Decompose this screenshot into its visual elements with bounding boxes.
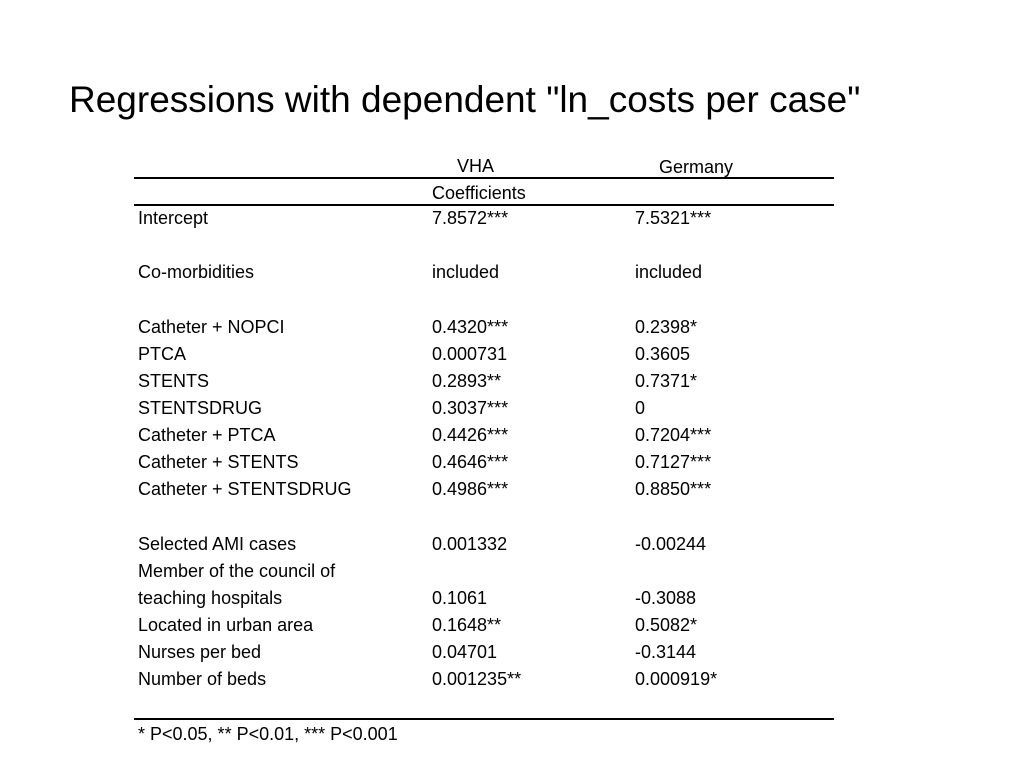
column-header-germany: Germany — [659, 157, 734, 177]
vha-coefficient: 0.2893** — [432, 370, 502, 391]
germany-coefficient: -0.3088 — [635, 587, 697, 608]
vha-coefficient: 0.4426*** — [432, 425, 509, 446]
row-label: Catheter + NOPCI — [138, 316, 285, 337]
germany-coefficient: 0.7204*** — [635, 425, 712, 446]
row-label: Intercept — [138, 208, 209, 228]
germany-coefficient: -0.3144 — [635, 642, 697, 663]
vha-coefficient: 0.3037*** — [432, 397, 509, 418]
vha-coefficient: included — [432, 262, 500, 283]
vha-coefficient: 0.4320*** — [432, 316, 509, 337]
table-row: Located in urban area 0.1648** 0.5082* — [138, 612, 834, 639]
row-label: Located in urban area — [138, 615, 314, 636]
germany-coefficient: included — [635, 262, 703, 283]
germany-coefficient: 0.000919* — [635, 669, 718, 690]
table-row: Intercept 7.8572*** 7.5321*** — [138, 205, 834, 232]
header-rule — [134, 204, 834, 206]
bottom-rule — [134, 718, 834, 720]
vha-coefficient: 7.8572*** — [432, 208, 509, 228]
row-label: Catheter + STENTSDRUG — [138, 479, 352, 500]
significance-footnote: * P<0.05, ** P<0.01, *** P<0.001 — [138, 724, 398, 744]
germany-coefficient: 0.7371* — [635, 370, 698, 391]
top-rule — [134, 177, 834, 179]
table-row: Catheter + STENTSDRUG 0.4986*** 0.8850*** — [138, 476, 834, 503]
table-row: PTCA 0.000731 0.3605 — [138, 341, 834, 368]
table-row: Nurses per bed 0.04701 -0.3144 — [138, 639, 834, 666]
row-label: Selected AMI cases — [138, 533, 297, 554]
column-header-vha: VHA — [457, 156, 495, 176]
row-label: STENTS — [138, 370, 210, 391]
coefficients-subheader: Coefficients — [432, 183, 526, 203]
table-row: Selected AMI cases 0.001332 -0.00244 — [138, 531, 834, 558]
row-label: teaching hospitals — [138, 587, 283, 608]
table-row: teaching hospitals 0.1061 -0.3088 — [138, 585, 834, 612]
vha-coefficient: 0.000731 — [432, 343, 508, 364]
slide-title: Regressions with dependent "ln_costs per… — [69, 79, 861, 120]
vha-coefficient: 0.4646*** — [432, 452, 509, 473]
vha-coefficient: 0.1061 — [432, 587, 488, 608]
table-row: Member of the council of — [138, 558, 834, 585]
row-label: STENTSDRUG — [138, 397, 263, 418]
table-row: STENTSDRUG 0.3037*** 0 — [138, 395, 834, 422]
row-label: Catheter + PTCA — [138, 425, 276, 446]
table-spacer-row — [138, 286, 834, 313]
germany-coefficient: 0 — [635, 397, 646, 418]
table-row: Co-morbidities included included — [138, 259, 834, 286]
vha-coefficient: 0.001235** — [432, 669, 522, 690]
row-label: Nurses per bed — [138, 642, 262, 663]
row-label: Number of beds — [138, 669, 267, 690]
row-label: PTCA — [138, 343, 187, 364]
row-label: Member of the council of — [138, 560, 336, 581]
vha-coefficient: 0.4986*** — [432, 479, 509, 500]
row-label: Co-morbidities — [138, 262, 255, 283]
germany-coefficient: 0.8850*** — [635, 479, 712, 500]
row-label: Catheter + STENTS — [138, 452, 299, 473]
germany-coefficient: -0.00244 — [635, 533, 707, 554]
table-row: Number of beds 0.001235** 0.000919* — [138, 666, 834, 693]
table-row: STENTS 0.2893** 0.7371* — [138, 368, 834, 395]
germany-coefficient: 0.2398* — [635, 316, 698, 337]
table-row: Catheter + PTCA 0.4426*** 0.7204*** — [138, 422, 834, 449]
vha-coefficient: 0.04701 — [432, 642, 498, 663]
table-row: Catheter + NOPCI 0.4320*** 0.2398* — [138, 314, 834, 341]
table-spacer-row — [138, 232, 834, 259]
germany-coefficient: 0.7127*** — [635, 452, 712, 473]
vha-coefficient: 0.001332 — [432, 533, 508, 554]
table-spacer-row — [138, 504, 834, 531]
germany-coefficient: 7.5321*** — [635, 208, 712, 228]
table-body: Intercept 7.8572*** 7.5321*** Co-morbiditie… — [138, 205, 834, 694]
vha-coefficient: 0.1648** — [432, 615, 502, 636]
germany-coefficient: 0.3605 — [635, 343, 691, 364]
table-row: Catheter + STENTS 0.4646*** 0.7127*** — [138, 449, 834, 476]
germany-coefficient: 0.5082* — [635, 615, 698, 636]
